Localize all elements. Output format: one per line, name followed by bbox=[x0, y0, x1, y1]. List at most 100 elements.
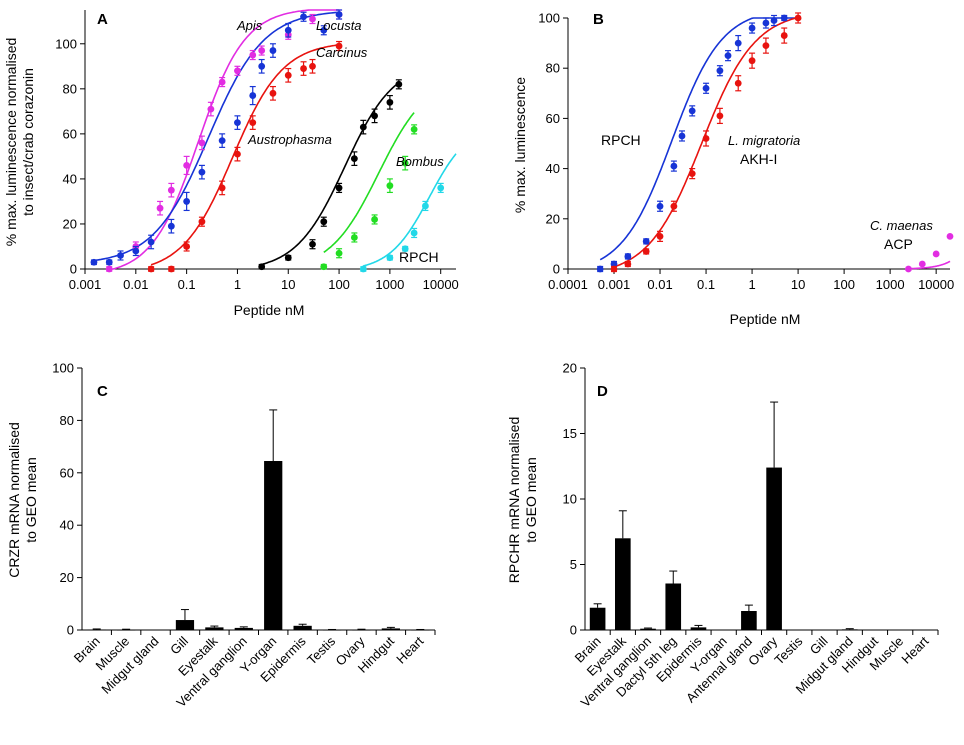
panel-a-point-locusta bbox=[335, 11, 343, 18]
panel-a-ytick-label: 60 bbox=[63, 126, 77, 141]
panel-b-point-rpch bbox=[656, 202, 664, 210]
panel-a-xtick-label: 0.001 bbox=[69, 277, 102, 292]
panel-d-ylabel-line1: RPCHR mRNA normalised bbox=[506, 417, 522, 583]
panel-a-curve-bombus bbox=[323, 112, 415, 253]
label-apis: Apis bbox=[236, 18, 263, 33]
panel-d-bar-ovary bbox=[766, 467, 782, 630]
panel-a-point-locusta bbox=[183, 198, 191, 205]
panel-a-point-locusta bbox=[300, 13, 307, 21]
panel-d-letter: D bbox=[597, 383, 608, 400]
panel-b-ytick-label: 100 bbox=[538, 11, 560, 26]
panel-a-point-locusta bbox=[249, 92, 257, 99]
panel-d-bar-midgut-gland bbox=[841, 629, 858, 631]
panel-a-point-austrophasma bbox=[335, 184, 343, 192]
label-bombus: Bombus bbox=[396, 154, 444, 169]
panel-c-ytick-label: 100 bbox=[52, 361, 74, 376]
panel-b-point-rpch bbox=[770, 17, 778, 24]
panel-a-point-austrophasma bbox=[320, 218, 328, 226]
panel-a-xtick-label: 1 bbox=[234, 277, 241, 292]
label-rpch-b: RPCH bbox=[601, 132, 641, 148]
panel-b-xlabel: Peptide nM bbox=[730, 311, 801, 327]
panel-d-ylabel-line2: to GEO mean bbox=[523, 457, 539, 543]
panel-b-xtick-label: 0.1 bbox=[697, 277, 715, 292]
panel-b-point-rpch bbox=[678, 132, 686, 140]
panel-a-ytick-label: 20 bbox=[63, 216, 77, 231]
panel-b: 0 20 40 60 80 100 0.0001 0.001 0.01 0.1 1 10 100 1000… bbox=[512, 11, 954, 328]
panel-a-point-rpch bbox=[422, 202, 429, 210]
panel-d-category-label: Heart bbox=[898, 633, 931, 666]
panel-a-curve-austrophasma bbox=[261, 82, 400, 266]
panel-c-bar-hindgut bbox=[381, 628, 400, 630]
panel-b-point-rpch bbox=[688, 107, 696, 115]
panel-b-xtick-label: 10 bbox=[791, 277, 805, 292]
panel-a-point-apis bbox=[258, 47, 266, 54]
panel-b-xtick-label: 0.001 bbox=[598, 277, 631, 292]
panel-c-bar-testis bbox=[322, 629, 342, 631]
panel-b-xtick-label: 10000 bbox=[918, 277, 954, 292]
panel-a-xtick-label: 10 bbox=[281, 277, 295, 292]
panel-b-letter: B bbox=[593, 11, 604, 28]
panel-c-bar-brain bbox=[87, 629, 106, 631]
panel-a-point-carcinus bbox=[300, 65, 307, 72]
panel-a-point-bombus bbox=[371, 216, 378, 223]
panel-c-bar-ovary bbox=[352, 629, 371, 631]
panel-b-xtick-label: 0.01 bbox=[647, 277, 672, 292]
panel-a-point-locusta bbox=[105, 258, 113, 266]
panel-b-point-rpch bbox=[670, 162, 678, 170]
panel-a-xtick-label: 0.1 bbox=[178, 277, 196, 292]
panel-a-point-austrophasma bbox=[350, 155, 358, 163]
label-austrophasma: Austrophasma bbox=[247, 132, 332, 147]
panel-b-point-l-migratoria-akh-i bbox=[624, 260, 632, 268]
panel-a-ytick-label: 80 bbox=[63, 81, 77, 96]
panel-a-point-apis bbox=[234, 67, 241, 75]
label-acp-line2: ACP bbox=[884, 236, 913, 252]
panel-b-point-l-migratoria-akh-i bbox=[716, 112, 724, 120]
panel-b-point-rpch bbox=[780, 14, 788, 22]
panel-b-point-l-migratoria-akh-i bbox=[702, 135, 710, 142]
panel-b-point-rpch bbox=[702, 84, 710, 92]
panel-a-point-carcinus bbox=[284, 71, 292, 79]
panel-a-ytick-label: 40 bbox=[63, 171, 77, 186]
panel-c-bar-ventral-ganglion bbox=[234, 627, 253, 630]
panel-d-bar-antennal-gland bbox=[741, 611, 757, 630]
panel-a-xlabel: Peptide nM bbox=[234, 302, 305, 318]
panel-c-bar-y-organ bbox=[264, 461, 283, 630]
panel-c-bar-gill bbox=[175, 620, 195, 630]
panel-a-ytick-label: 0 bbox=[70, 262, 77, 277]
panel-b-point-c-maenas-acp bbox=[905, 265, 912, 273]
panel-b-point-l-migratoria-akh-i bbox=[734, 79, 742, 87]
label-rpch-a: RPCH bbox=[399, 249, 439, 265]
panel-b-ytick-label: 20 bbox=[546, 211, 560, 226]
panel-a-point-locusta bbox=[258, 62, 266, 70]
panel-b-point-l-migratoria-akh-i bbox=[688, 170, 696, 178]
panel-c-letter: C bbox=[97, 383, 108, 400]
panel-b-point-rpch bbox=[596, 265, 604, 273]
panel-a-point-apis bbox=[167, 186, 175, 194]
panel-b-point-rpch bbox=[610, 260, 618, 268]
label-akh-line1: L. migratoria bbox=[728, 133, 800, 148]
panel-d-bar-dactyl-5th-leg bbox=[665, 583, 682, 630]
panel-b-point-rpch bbox=[724, 52, 732, 60]
panel-c-ytick-label: 60 bbox=[60, 465, 74, 480]
panel-b-point-c-maenas-acp bbox=[932, 250, 940, 258]
panel-a-point-rpch bbox=[401, 245, 409, 253]
panel-a-ytick-label: 100 bbox=[55, 36, 77, 51]
panel-b-ytick-label: 0 bbox=[553, 262, 560, 277]
panel-d-ytick-label: 0 bbox=[570, 623, 577, 638]
panel-b-point-rpch bbox=[762, 19, 770, 27]
panel-d-bar-eyestalk bbox=[615, 538, 631, 630]
panel-a-point-austrophasma bbox=[371, 112, 378, 120]
panel-a-point-bombus bbox=[386, 182, 394, 190]
panel-a-xtick-label: 10000 bbox=[423, 277, 459, 292]
panel-b-marks: 0 20 40 60 80 100 0.0001 0.001 0.01 0.1 1 10 100 1000… bbox=[538, 11, 954, 293]
panel-a-xtick-label: 100 bbox=[328, 277, 350, 292]
panel-a-marks: 0 20 40 60 80 100 0.001 0.01 0.1 1 10 100 1000 10000 bbox=[55, 9, 459, 292]
panel-a-curve-carcinus bbox=[150, 44, 340, 266]
panel-b-xtick-label: 1 bbox=[748, 277, 755, 292]
panel-b-ytick-label: 60 bbox=[546, 111, 560, 126]
panel-a-point-carcinus bbox=[234, 150, 241, 158]
